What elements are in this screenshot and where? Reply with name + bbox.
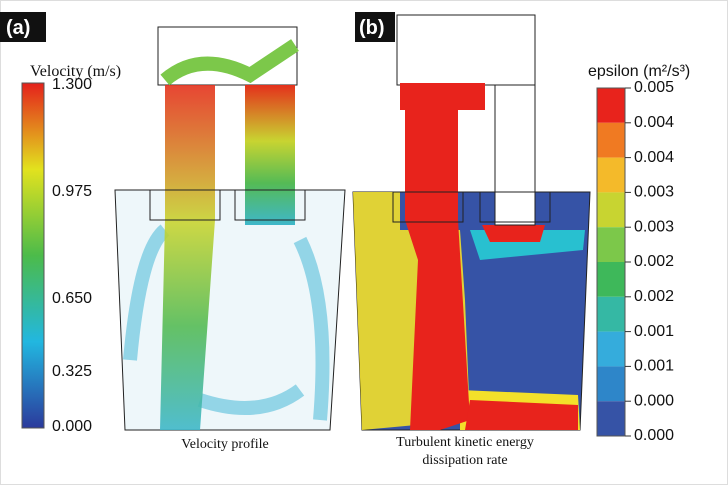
- colorbar-title: epsilon (m²/s³): [588, 63, 690, 80]
- inlet-box: [396, 14, 536, 86]
- tick-label: 0.325: [52, 363, 92, 380]
- tick-label: 0.000: [52, 418, 92, 435]
- caption: Velocity profile: [181, 437, 268, 452]
- tick-label: 1.300: [52, 76, 92, 93]
- tick-label: 0.975: [52, 183, 92, 200]
- tick-label: 0.003: [634, 218, 674, 235]
- nozzle: [494, 84, 536, 226]
- colorbar-band: [597, 262, 625, 297]
- tick-label: 0.001: [634, 323, 674, 340]
- tick-label: 0.004: [634, 149, 674, 166]
- jet: [400, 83, 485, 430]
- colorbar-band: [597, 401, 625, 436]
- colorbar-band: [597, 366, 625, 402]
- tick-label: 0.004: [634, 114, 674, 131]
- contour: [482, 225, 545, 242]
- tick-label: 0.000: [634, 392, 674, 409]
- tick-label: 0.650: [52, 290, 92, 307]
- nozzle: [234, 189, 306, 221]
- tick-label: 0.000: [634, 427, 674, 444]
- panel-label: (a): [6, 17, 30, 39]
- colorbar-band: [597, 331, 625, 367]
- panel-label-box: [355, 12, 395, 42]
- caption: Turbulent kinetic energy: [396, 435, 534, 450]
- tick-label: 0.003: [634, 184, 674, 201]
- flow: [160, 39, 299, 86]
- colorbar-band: [597, 88, 625, 123]
- nozzle: [149, 189, 221, 221]
- tick-label: 0.002: [634, 288, 674, 305]
- nozzle: [392, 191, 464, 223]
- contour: [465, 400, 578, 430]
- panel-label-box: [0, 12, 46, 42]
- nozzle: [479, 191, 551, 223]
- caption: dissipation rate: [422, 453, 507, 468]
- tick-label: 0.005: [634, 79, 674, 96]
- colorbar-band: [597, 296, 625, 332]
- colorbar-band: [597, 157, 625, 193]
- flow: [123, 224, 330, 421]
- colorbar-band: [597, 227, 625, 262]
- panel-label: (b): [359, 17, 385, 39]
- colorbar: [21, 82, 45, 429]
- jet: [245, 85, 295, 225]
- colorbar-band: [597, 192, 625, 228]
- tick-label: 0.001: [634, 358, 674, 375]
- colorbar-title: Velocity (m/s): [30, 63, 121, 80]
- vessel: [114, 189, 346, 431]
- colorbar-band: [597, 122, 625, 158]
- tick-label: 0.002: [634, 253, 674, 270]
- jet: [160, 85, 215, 430]
